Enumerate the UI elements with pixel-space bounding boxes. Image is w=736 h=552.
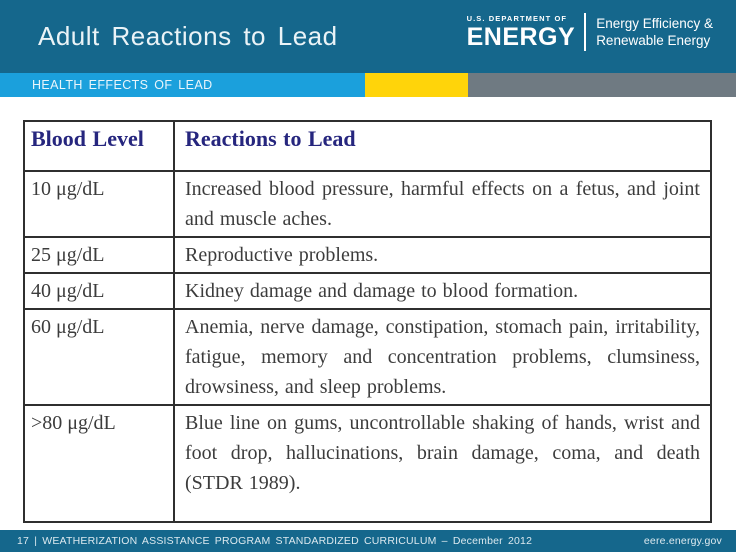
blood-level-cell: 60 μg/dL (23, 308, 175, 406)
footer-slide-info: 17 | WEATHERIZATION ASSISTANCE PROGRAM S… (17, 535, 533, 547)
blood-level-cell: 10 μg/dL (23, 170, 175, 238)
footer-site-link[interactable]: eere.energy.gov (643, 535, 722, 547)
footer-bar: 17 | WEATHERIZATION ASSISTANCE PROGRAM S… (0, 530, 736, 552)
blood-level-cell: 25 μg/dL (23, 236, 175, 274)
blood-level-cell: >80 μg/dL (23, 404, 175, 523)
page-title: Adult Reactions to Lead (38, 21, 338, 51)
doe-department-label: U.S. DEPARTMENT OF (466, 14, 568, 23)
table-row: 25 μg/dL Reproductive problems. (23, 236, 712, 274)
table-row: 10 μg/dL Increased blood pressure, harmf… (23, 170, 712, 238)
reactions-table: Blood Level Reactions to Lead 10 μg/dL I… (23, 120, 712, 523)
doe-wordmark: U.S. DEPARTMENT OF ENERGY (467, 14, 576, 50)
reaction-cell: Reproductive problems. (173, 236, 712, 274)
program-name: Energy Efficiency & Renewable Energy (596, 15, 713, 49)
program-name-line2: Renewable Energy (596, 33, 711, 48)
table-header-row: Blood Level Reactions to Lead (23, 120, 712, 172)
yellow-accent-bar (365, 73, 468, 97)
logo-divider (584, 13, 587, 51)
reaction-cell: Blue line on gums, uncontrollable shakin… (173, 404, 712, 523)
table-row: >80 μg/dL Blue line on gums, uncontrolla… (23, 404, 712, 523)
reaction-cell: Kidney damage and damage to blood format… (173, 272, 712, 310)
banner-label: HEALTH EFFECTS OF LEAD (32, 78, 213, 92)
table-row: 60 μg/dL Anemia, nerve damage, constipat… (23, 308, 712, 406)
table-row: 40 μg/dL Kidney damage and damage to blo… (23, 272, 712, 310)
header-bar: Adult Reactions to Lead U.S. DEPARTMENT … (0, 0, 736, 73)
energy-wordmark: ENERGY (466, 23, 576, 51)
table-container: Blood Level Reactions to Lead 10 μg/dL I… (23, 120, 712, 523)
doe-logo: U.S. DEPARTMENT OF ENERGY Energy Efficie… (467, 13, 713, 51)
column-header-blood-level: Blood Level (23, 120, 175, 172)
program-name-line1: Energy Efficiency & (596, 16, 713, 31)
banner-blue-segment: HEALTH EFFECTS OF LEAD (0, 73, 365, 97)
reaction-cell: Anemia, nerve damage, constipation, stom… (173, 308, 712, 406)
section-banner: HEALTH EFFECTS OF LEAD (0, 73, 736, 97)
reaction-cell: Increased blood pressure, harmful effect… (173, 170, 712, 238)
column-header-reactions: Reactions to Lead (173, 120, 712, 172)
gray-accent-bar (468, 73, 736, 97)
blood-level-cell: 40 μg/dL (23, 272, 175, 310)
